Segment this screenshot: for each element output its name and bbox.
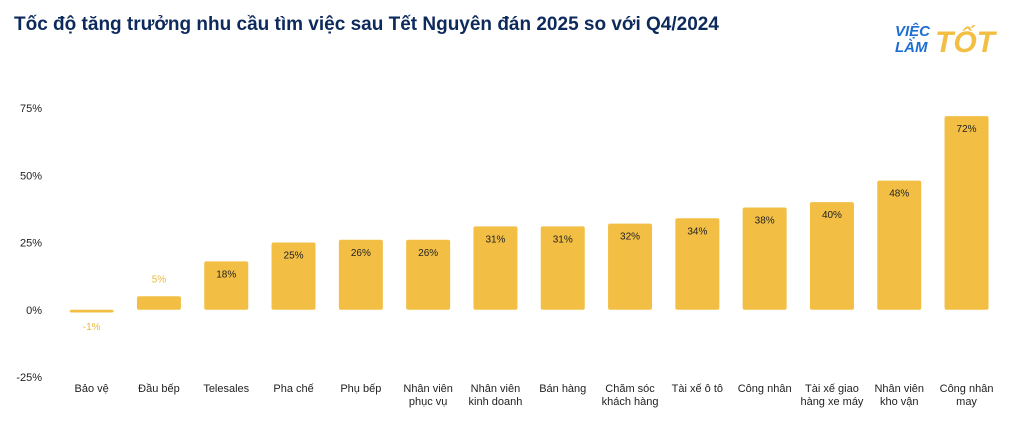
- bar: [944, 116, 989, 310]
- svg-text:VIỆC: VIỆC: [895, 22, 931, 40]
- data-label: 72%: [957, 124, 977, 135]
- bar: [675, 218, 720, 310]
- category-label: Công nhân may: [940, 383, 994, 408]
- data-label: 40%: [822, 210, 842, 221]
- category-label: Chăm sóc khách hàng: [602, 383, 659, 408]
- y-tick-label: 0%: [26, 305, 42, 317]
- bar: [338, 239, 383, 310]
- data-label: 18%: [216, 269, 236, 280]
- y-tick-label: 25%: [20, 238, 42, 250]
- category-label: Bán hàng: [539, 383, 586, 395]
- category-label: Tài xế ô tô: [672, 383, 723, 395]
- category-label: Bảo vệ: [75, 383, 109, 395]
- vieclamtot-logo: VIỆC LÀM TỐT: [895, 22, 998, 58]
- data-label: 26%: [418, 248, 438, 259]
- svg-text:LÀM: LÀM: [895, 39, 928, 56]
- bar: [540, 226, 585, 310]
- bar: [406, 239, 451, 310]
- data-label: 38%: [755, 216, 775, 227]
- bar: [69, 309, 114, 313]
- category-label: Công nhân: [738, 383, 792, 395]
- category-label: Telesales: [203, 383, 249, 395]
- bar: [204, 261, 249, 310]
- category-label: Nhân viên phục vụ: [403, 383, 453, 408]
- category-label: Đầu bếp: [138, 383, 180, 395]
- bar: [473, 226, 518, 310]
- bar: [877, 180, 922, 310]
- data-label: -1%: [83, 322, 101, 333]
- y-tick-label: 75%: [20, 103, 42, 115]
- bar: [271, 242, 316, 310]
- bar: [136, 296, 181, 310]
- category-label: Nhân viên kho vận: [874, 383, 924, 408]
- data-label: 34%: [687, 226, 707, 237]
- data-label: 5%: [152, 274, 167, 285]
- category-label: Nhân viên kinh doanh: [469, 383, 523, 408]
- category-label: Tài xế giao hàng xe máy: [800, 383, 863, 408]
- bar: [742, 207, 787, 310]
- bar: [608, 223, 653, 310]
- chart-title: Tốc độ tăng trưởng nhu cầu tìm việc sau …: [14, 14, 719, 35]
- category-label: Pha chế: [273, 383, 313, 395]
- data-label: 26%: [351, 248, 371, 259]
- y-tick-label: -25%: [16, 372, 42, 384]
- category-label: Phụ bếp: [340, 383, 381, 395]
- data-label: 48%: [889, 189, 909, 200]
- data-label: 32%: [620, 232, 640, 243]
- svg-text:TỐT: TỐT: [935, 25, 998, 58]
- bar: [809, 202, 854, 310]
- data-label: 31%: [485, 234, 505, 245]
- data-label: 31%: [553, 234, 573, 245]
- y-tick-label: 50%: [20, 170, 42, 182]
- data-label: 25%: [284, 251, 304, 262]
